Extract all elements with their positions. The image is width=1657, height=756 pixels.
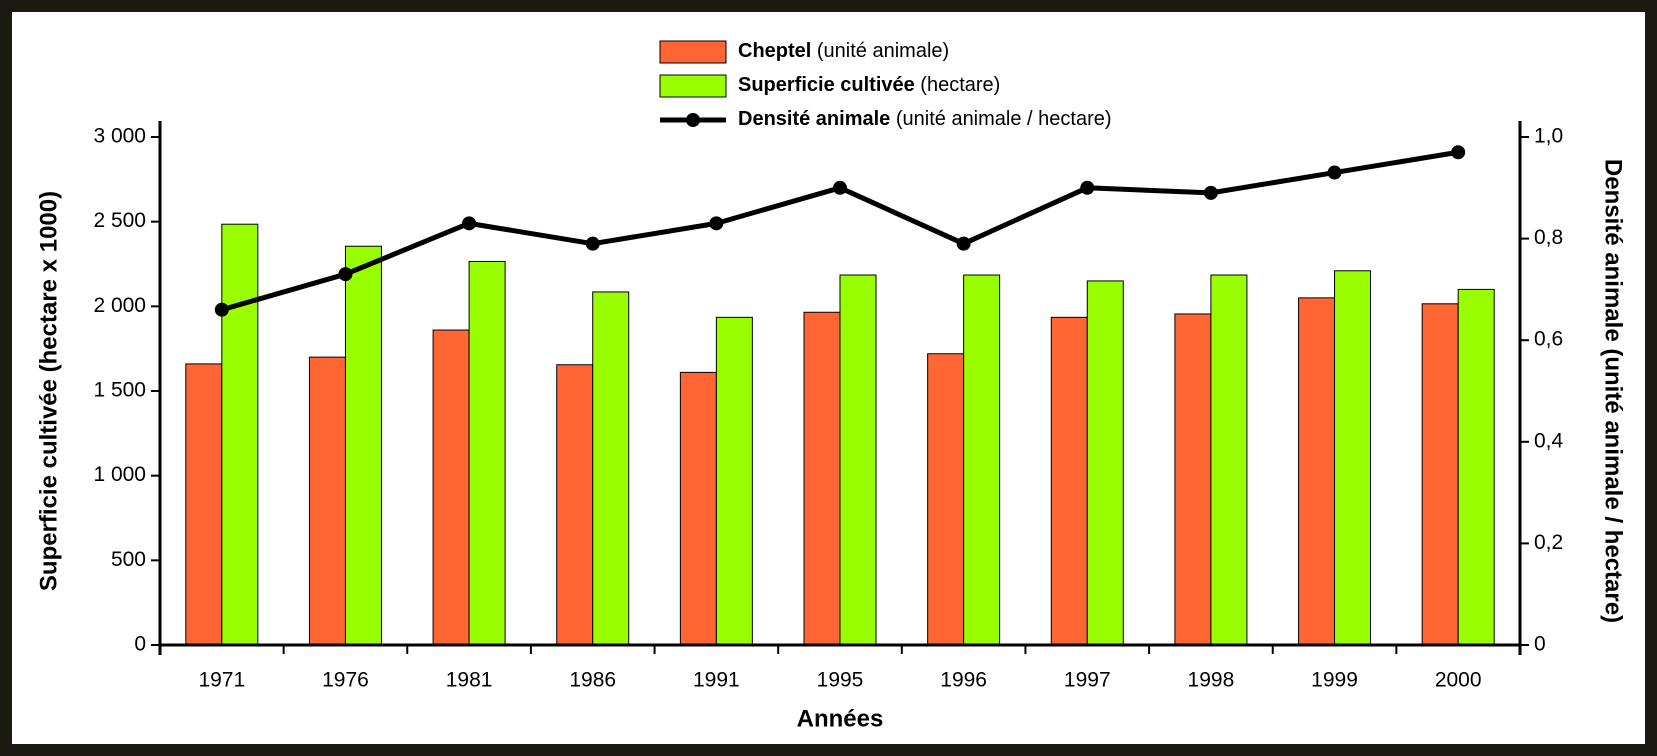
line-marker — [956, 236, 971, 251]
y2-tick-label: 0,6 — [1534, 328, 1563, 351]
bar — [1298, 297, 1336, 646]
y-tick-label: 1 000 — [93, 463, 146, 486]
line-marker — [462, 216, 477, 231]
line-marker — [833, 180, 847, 195]
x-tick-label: 1971 — [198, 669, 245, 692]
x-tick-label: 1997 — [1064, 669, 1111, 692]
bar — [1210, 274, 1248, 646]
x-tick-label: 1999 — [1311, 669, 1358, 692]
y2-tick-label: 0,4 — [1534, 429, 1564, 452]
y-tick-label: 2 000 — [93, 294, 146, 317]
line-marker — [214, 302, 229, 317]
bar — [1457, 288, 1495, 646]
bar — [803, 311, 841, 646]
x-tick-label: 1976 — [322, 669, 369, 692]
bar — [927, 353, 965, 646]
bar — [1421, 303, 1459, 646]
x-tick-label: 1981 — [446, 669, 493, 692]
bar — [1174, 313, 1212, 646]
bar — [432, 329, 470, 646]
legend-marker — [686, 113, 700, 127]
line-marker — [585, 236, 600, 251]
x-tick-label: 1986 — [569, 669, 616, 692]
x-tick-label: 1995 — [817, 669, 864, 692]
legend-label: Cheptel (unité animale) — [738, 40, 949, 62]
bar — [185, 363, 223, 646]
x-tick-label: 1996 — [940, 669, 987, 692]
bar — [715, 316, 753, 646]
y2-tick-label: 1,0 — [1534, 125, 1563, 148]
bar — [592, 291, 630, 646]
y-axis-title: Superficie cultivée (hectare x 1000) — [35, 191, 62, 591]
line-marker — [1327, 165, 1342, 180]
x-tick-label: 1998 — [1188, 669, 1235, 692]
bar — [963, 274, 1001, 646]
line-marker — [1080, 180, 1095, 195]
bar — [556, 364, 594, 646]
line-marker — [338, 267, 353, 282]
line-marker — [709, 216, 724, 231]
x-tick-label: 2000 — [1435, 669, 1482, 692]
x-tick-label: 1991 — [693, 669, 740, 692]
bar — [1086, 280, 1124, 646]
y2-axis-title: Densité animale (unité animale / hectare… — [1600, 159, 1627, 623]
y-tick-label: 1 500 — [93, 379, 146, 402]
bar — [221, 223, 259, 646]
line-marker — [1451, 145, 1466, 160]
y2-tick-label: 0 — [1534, 633, 1546, 656]
y2-tick-label: 0,8 — [1534, 226, 1563, 249]
y-tick-label: 0 — [134, 633, 146, 656]
bar — [344, 245, 382, 646]
y-tick-label: 2 500 — [93, 209, 146, 232]
legend-swatch — [659, 74, 727, 98]
bar — [1050, 316, 1088, 646]
y-tick-label: 500 — [111, 548, 146, 571]
bar — [679, 371, 717, 646]
bar — [839, 274, 877, 646]
bar — [308, 356, 346, 646]
legend-swatch — [659, 40, 727, 64]
x-axis-title: Années — [797, 705, 884, 732]
legend-label: Densité animale (unité animale / hectare… — [738, 108, 1112, 130]
bar — [468, 260, 506, 646]
legend-label: Superficie cultivée (hectare) — [738, 74, 1000, 96]
bar — [1334, 270, 1372, 646]
y-tick-label: 3 000 — [93, 125, 146, 148]
y2-tick-label: 0,2 — [1534, 531, 1563, 554]
line-marker — [1203, 185, 1218, 200]
